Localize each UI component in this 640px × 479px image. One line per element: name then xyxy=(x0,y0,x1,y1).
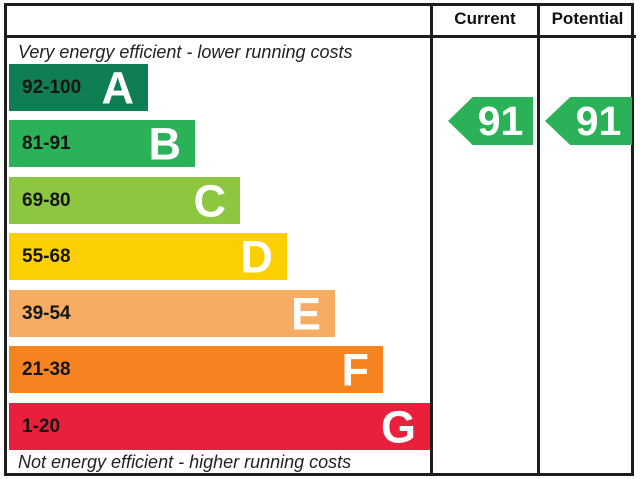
band-b: 81-91 B xyxy=(9,120,195,167)
band-b-range-label: 81-91 xyxy=(22,132,71,154)
band-g-letter: G xyxy=(380,401,416,452)
band-a: 92-100 A xyxy=(9,64,148,111)
band-e-range-label: 39-54 xyxy=(22,302,71,324)
potential-column-divider xyxy=(537,3,540,476)
band-d: 55-68 D xyxy=(9,233,287,280)
band-g-range-label: 1-20 xyxy=(22,415,61,437)
header-separator-line xyxy=(4,35,636,38)
top-caption: Very energy efficient - lower running co… xyxy=(18,42,353,62)
band-a-letter: A xyxy=(101,62,135,113)
band-g: 1-20 G xyxy=(9,403,430,450)
band-d-letter: D xyxy=(240,231,274,282)
potential-rating-value: 91 xyxy=(575,97,622,144)
potential-rating-arrow: 91 xyxy=(545,97,632,145)
band-c-range-label: 69-80 xyxy=(22,189,71,211)
band-f-letter: F xyxy=(341,344,370,395)
potential-column-header: Potential xyxy=(551,9,624,28)
chart-outer-border xyxy=(4,3,634,476)
current-column-divider xyxy=(430,3,433,476)
band-e-letter: E xyxy=(290,288,321,339)
band-e: 39-54 E xyxy=(9,290,335,337)
band-f-range-label: 21-38 xyxy=(22,358,71,380)
current-column-header: Current xyxy=(454,9,516,28)
band-f: 21-38 F xyxy=(9,346,383,393)
bottom-caption: Not energy efficient - higher running co… xyxy=(18,452,352,472)
band-c-letter: C xyxy=(193,175,227,226)
band-a-range-label: 92-100 xyxy=(22,76,82,98)
band-c: 69-80 C xyxy=(9,177,240,224)
band-d-range-label: 55-68 xyxy=(22,245,71,267)
current-rating-value: 91 xyxy=(477,97,524,144)
band-b-letter: B xyxy=(148,118,182,169)
